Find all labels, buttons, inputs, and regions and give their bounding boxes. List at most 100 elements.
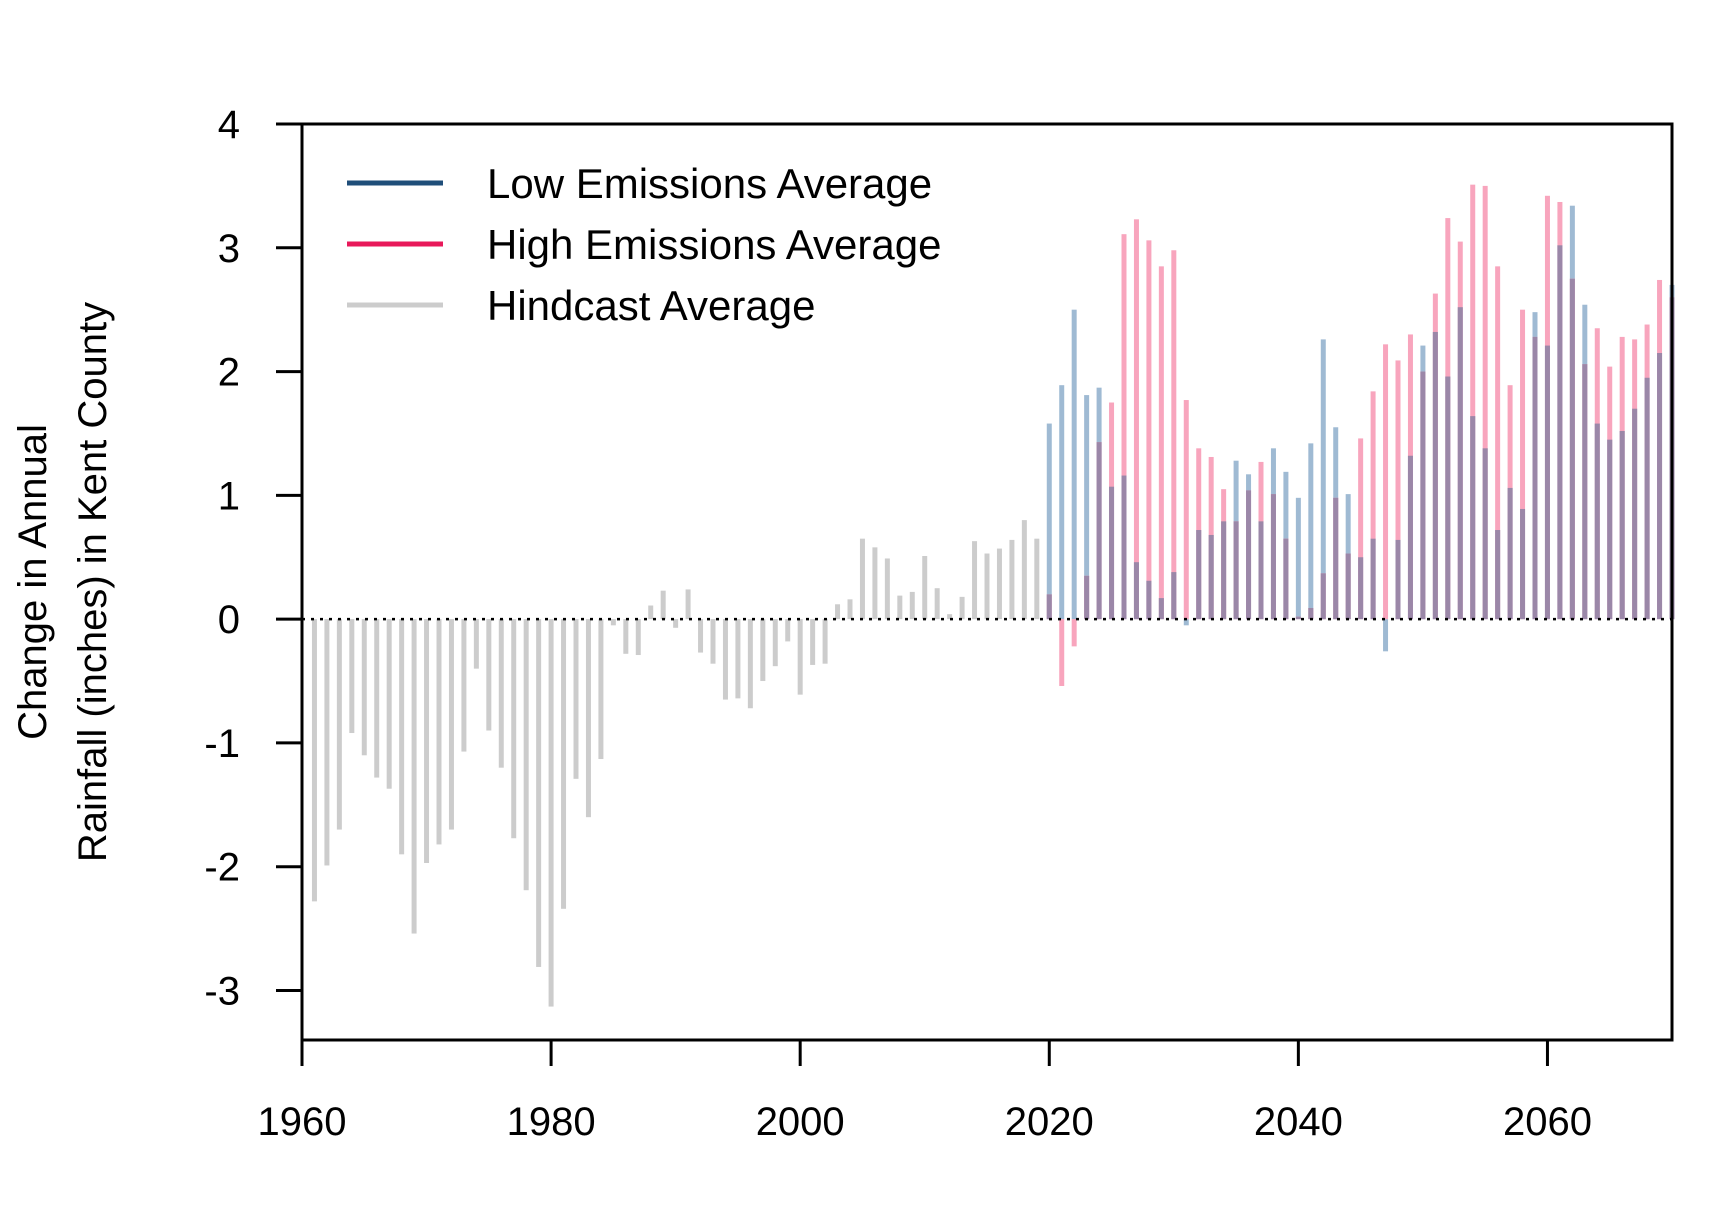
high-emissions-bar [1482,185,1488,620]
y-tick-label: 2 [218,351,240,395]
high-emissions-bar [1520,309,1526,620]
hindcast-bar [548,619,554,1007]
legend-label: Low Emissions Average [487,160,932,207]
overlap-bar [1594,423,1600,620]
overlap-bar [1221,521,1227,620]
hindcast-bar [685,589,691,620]
hindcast-bar [386,619,392,789]
y-axis-title-line: Change in Annual [11,424,55,740]
bar-layer [311,184,1675,1007]
hindcast-bar [436,619,442,845]
overlap-bar [1644,377,1650,620]
hindcast-bar [922,556,928,620]
hindcast-bar [934,588,940,620]
hindcast-bar [648,605,654,620]
hindcast-bar [872,547,878,620]
hindcast-bar [349,619,355,734]
x-tick-label: 2040 [1254,1100,1343,1144]
low-emissions-bar [1183,619,1189,626]
overlap-bar [1482,448,1488,620]
overlap-bar [1582,364,1588,620]
hindcast-bar [897,595,903,620]
overlap-bar [1096,442,1102,620]
overlap-bar [1432,331,1438,620]
hindcast-bar [399,619,405,855]
high-emissions-bar [1383,344,1389,620]
overlap-bar [1270,494,1276,620]
overlap-bar [1283,538,1289,620]
low-emissions-bar [1059,385,1065,620]
hindcast-bar [797,619,803,695]
overlap-bar [1308,607,1314,620]
overlap-bar [1133,562,1139,620]
hindcast-bar [760,619,766,682]
hindcast-bar [336,619,342,830]
overlap-bar [1121,475,1127,620]
x-tick-label: 1960 [258,1100,347,1144]
overlap-bar [1146,580,1152,620]
hindcast-bar [598,619,604,760]
overlap-bar [1171,572,1177,620]
overlap-bar [1233,521,1239,620]
overlap-bar [1470,416,1476,620]
y-axis-title-line: Rainfall (inches) in Kent County [71,302,115,862]
low-emissions-bar [1084,395,1090,620]
hindcast-bar [698,619,704,653]
legend-label: Hindcast Average [487,282,815,329]
overlap-bar [1320,573,1326,620]
hindcast-bar [1009,539,1015,620]
hindcast-bar [710,619,716,664]
overlap-bar [1158,598,1164,620]
hindcast-bar [747,619,753,709]
y-tick-label: 0 [218,598,240,642]
overlap-bar [1407,455,1413,620]
high-emissions-bar [1370,391,1376,620]
hindcast-bar [561,619,567,909]
legend-label: High Emissions Average [487,221,941,268]
high-emissions-bar [1158,266,1164,620]
hindcast-bar [959,596,965,620]
y-tick-label: -2 [204,846,240,890]
high-emissions-bar [1059,619,1065,686]
hindcast-bar [324,619,330,866]
y-tick-label: -3 [204,969,240,1013]
high-emissions-bar [1358,438,1364,620]
high-emissions-bar [1495,266,1501,620]
hindcast-bar [1034,538,1040,620]
hindcast-bar [635,619,641,656]
hindcast-bar [859,538,865,620]
hindcast-bar [448,619,454,830]
overlap-bar [1258,521,1264,620]
y-tick-label: 3 [218,227,240,271]
overlap-bar [1607,439,1613,620]
x-tick-label: 2060 [1503,1100,1592,1144]
overlap-bar [1569,278,1575,620]
overlap-bar [1358,557,1364,620]
hindcast-bar [623,619,629,654]
high-emissions-bar [1395,360,1401,620]
hindcast-bar [1021,520,1027,620]
low-emissions-bar [1308,443,1314,620]
overlap-bar [1557,245,1563,620]
x-tick-label: 1980 [507,1100,596,1144]
high-emissions-bar [1146,240,1152,620]
overlap-bar [1420,371,1426,620]
axes: 1960 1980 2000 2020 2040 2060 -3 -2 -1 0 1 2 3 4 [204,103,1592,1144]
hindcast-bar [847,599,853,620]
overlap-bar [1084,575,1090,620]
y-tick-label: 4 [218,103,240,147]
overlap-bar [1657,353,1663,620]
low-emissions-bar [1295,497,1301,620]
hindcast-bar [486,619,492,731]
overlap-bar [1333,497,1339,620]
low-emissions-bar [1071,309,1077,620]
overlap-bar [1395,539,1401,620]
hindcast-bar [424,619,430,863]
hindcast-bar [884,558,890,620]
hindcast-bar [660,590,666,620]
hindcast-bar [772,619,778,667]
overlap-bar [1196,530,1202,620]
overlap-bar [1345,553,1351,620]
hindcast-bar [810,619,816,665]
